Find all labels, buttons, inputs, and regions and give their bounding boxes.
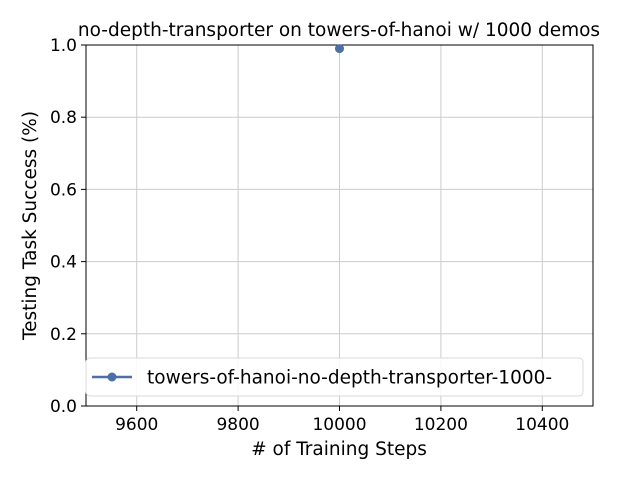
y-tick-label: 1.0	[50, 36, 77, 56]
x-axis: 9600 9800 10000 10200 10400	[115, 406, 569, 435]
y-tick-label: 0.4	[50, 253, 77, 273]
x-tick-label: 9600	[115, 415, 158, 435]
x-tick-label: 10000	[312, 415, 366, 435]
x-tick-label: 9800	[216, 415, 259, 435]
chart-title: no-depth-transporter on towers-of-hanoi …	[78, 20, 600, 41]
grid	[86, 44, 593, 407]
x-axis-label: # of Training Steps	[251, 439, 427, 460]
legend: towers-of-hanoi-no-depth-transporter-100…	[85, 357, 584, 397]
y-tick-label: 0.8	[50, 108, 77, 128]
y-axis: 0.0 0.2 0.4 0.6 0.8 1.0	[50, 36, 86, 417]
y-tick-label: 0.0	[50, 397, 77, 417]
y-tick-label: 0.6	[50, 180, 77, 200]
x-tick-label: 10400	[515, 415, 569, 435]
y-tick-label: 0.2	[50, 325, 77, 345]
x-tick-label: 10200	[414, 415, 468, 435]
data-point	[335, 44, 344, 54]
y-axis-label: Testing Task Success (%)	[20, 111, 41, 341]
series-layer	[335, 44, 344, 54]
legend-label: towers-of-hanoi-no-depth-transporter-100…	[147, 368, 552, 389]
legend-box	[85, 357, 584, 397]
legend-marker	[107, 372, 117, 382]
